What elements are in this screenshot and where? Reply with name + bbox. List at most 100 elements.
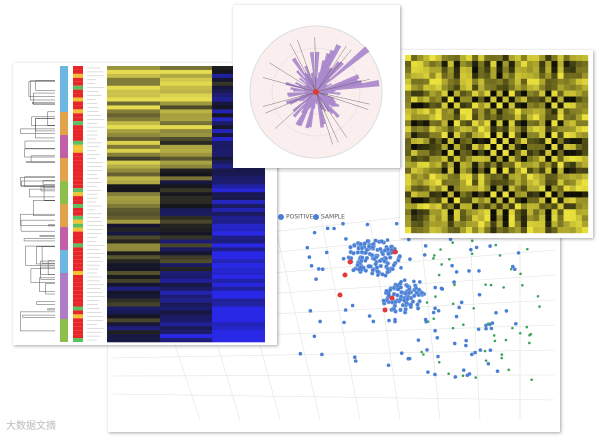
annotation-cell xyxy=(73,282,83,287)
matrix-cell xyxy=(581,78,589,85)
matrix-cell xyxy=(417,114,424,121)
matrix-cell xyxy=(581,126,589,133)
matrix-cell xyxy=(496,138,503,145)
matrix-cell xyxy=(441,167,448,174)
dendrogram-branch xyxy=(43,184,55,202)
matrix-cell xyxy=(514,60,522,68)
annotation-cell xyxy=(73,274,83,279)
matrix-cell xyxy=(466,120,473,127)
polar-wedge xyxy=(305,81,316,92)
point xyxy=(420,350,424,354)
polar-wedge xyxy=(316,92,327,112)
point xyxy=(394,221,399,226)
point xyxy=(376,273,380,277)
point xyxy=(525,325,529,329)
matrix-cell xyxy=(466,55,473,62)
heatmap-cell xyxy=(160,109,213,114)
heatmap-cell xyxy=(212,215,265,221)
matrix-cell xyxy=(557,90,564,97)
matrix-cell xyxy=(527,191,534,198)
matrix-cell xyxy=(411,108,418,115)
matrix-cell xyxy=(514,191,522,198)
matrix-cell xyxy=(575,66,583,73)
matrix-cell xyxy=(478,197,485,204)
matrix-cell xyxy=(453,173,461,180)
point xyxy=(474,376,477,379)
matrix-cell xyxy=(484,108,491,115)
matrix-cell xyxy=(569,209,576,216)
point xyxy=(312,334,317,339)
matrix-cell xyxy=(569,215,576,222)
matrix-cell xyxy=(502,173,509,180)
point xyxy=(347,259,353,265)
matrix-cell xyxy=(435,179,442,186)
matrix-cell xyxy=(508,102,515,109)
heatmap-cell xyxy=(160,117,213,122)
matrix-cell xyxy=(496,78,503,85)
matrix-cell xyxy=(563,114,570,121)
matrix-cell xyxy=(447,114,454,121)
matrix-cell xyxy=(533,72,540,79)
point xyxy=(415,306,421,311)
point xyxy=(461,368,466,372)
matrix-cell xyxy=(563,132,570,139)
matrix-cell xyxy=(447,72,454,79)
heatmap-cell xyxy=(212,302,265,307)
matrix-cell xyxy=(575,221,583,228)
matrix-cell xyxy=(490,114,497,121)
matrix-cell xyxy=(551,144,558,151)
matrix-cell xyxy=(411,173,418,180)
matrix-cell xyxy=(417,149,424,157)
matrix-cell xyxy=(429,55,436,62)
matrix-cell xyxy=(569,149,576,157)
annotation-cell xyxy=(73,334,83,339)
heatmap-cell xyxy=(160,227,213,232)
matrix-cell xyxy=(520,66,528,73)
annotation-cell xyxy=(73,286,83,291)
heatmap-cell xyxy=(212,298,265,303)
matrix-cell xyxy=(490,90,497,97)
matrix-cell xyxy=(441,120,448,127)
matrix-cell xyxy=(423,191,430,198)
matrix-cell xyxy=(514,221,522,228)
matrix-cell xyxy=(539,149,546,157)
matrix-cell xyxy=(429,78,436,85)
matrix-cell xyxy=(478,120,485,127)
heatmap-cell xyxy=(107,282,160,288)
heatmap-cell xyxy=(107,274,160,280)
matrix-cell xyxy=(581,114,589,121)
matrix-cell xyxy=(539,132,546,139)
matrix-cell xyxy=(417,197,424,204)
matrix-cell xyxy=(405,191,412,198)
matrix-cell xyxy=(466,197,473,204)
matrix-cell xyxy=(417,66,424,73)
matrix-cell xyxy=(453,138,461,145)
annotation-cell xyxy=(73,255,83,260)
heatmap-cell xyxy=(212,247,265,252)
annotation-cell xyxy=(73,322,83,327)
matrix-cell xyxy=(441,179,448,186)
matrix-cell xyxy=(557,66,564,73)
point xyxy=(469,352,474,357)
matrix-cell xyxy=(405,179,412,186)
matrix-cell xyxy=(484,173,491,180)
matrix-cell xyxy=(447,161,454,168)
annotation-cell xyxy=(73,338,83,342)
matrix-cell xyxy=(453,90,461,97)
matrix-cell xyxy=(527,60,534,68)
matrix-cell xyxy=(447,227,454,234)
matrix-cell xyxy=(551,114,558,121)
matrix-cell xyxy=(563,144,570,151)
point xyxy=(516,251,521,255)
matrix-cell xyxy=(514,185,522,192)
matrix-cell xyxy=(557,132,564,139)
matrix-cell xyxy=(484,66,491,73)
annotation-cell xyxy=(73,200,83,204)
point xyxy=(393,299,398,305)
point xyxy=(320,352,324,357)
matrix-cell xyxy=(441,191,448,198)
matrix-cell xyxy=(581,66,589,73)
matrix-cell xyxy=(490,191,497,198)
matrix-cell xyxy=(551,149,558,157)
matrix-cell xyxy=(563,90,570,97)
